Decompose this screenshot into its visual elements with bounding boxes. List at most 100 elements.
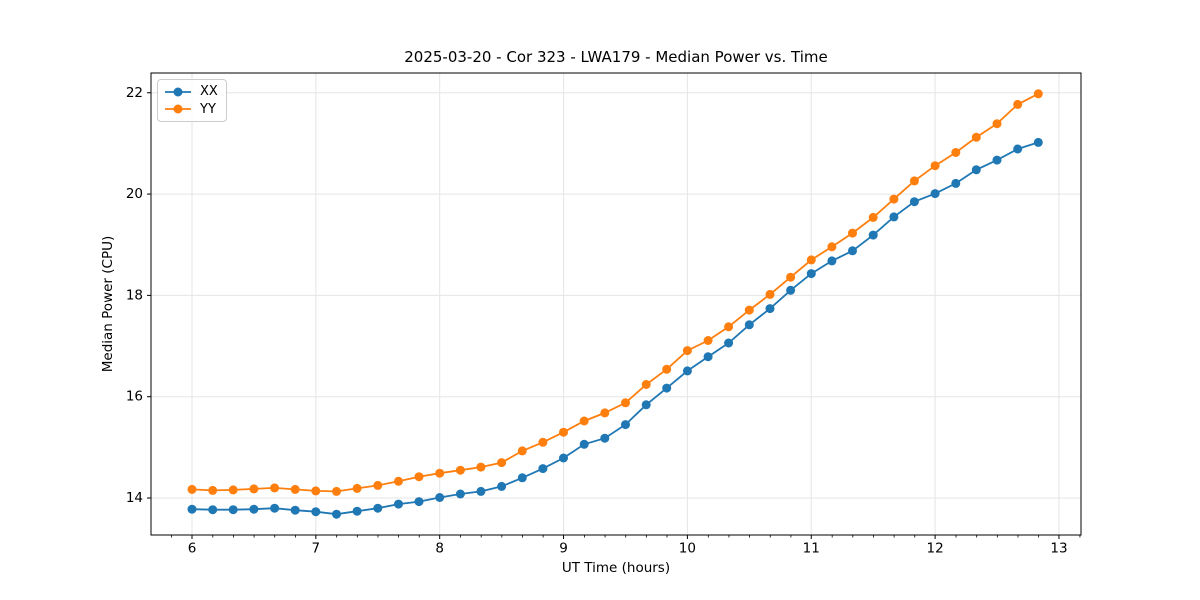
data-point-marker-yy — [621, 398, 630, 408]
data-point-marker-xx — [848, 246, 857, 256]
data-point-marker-xx — [703, 352, 713, 362]
data-point-marker-yy — [394, 476, 403, 486]
data-point-marker-xx — [827, 256, 837, 266]
data-point-marker-xx — [992, 155, 1002, 165]
data-point-marker-xx — [435, 493, 445, 502]
data-point-marker-xx — [621, 420, 630, 430]
data-point-marker-xx — [290, 505, 300, 515]
data-point-marker-yy — [373, 480, 383, 490]
data-point-marker-yy — [455, 465, 465, 475]
data-point-marker-xx — [662, 383, 672, 393]
data-point-marker-xx — [187, 504, 197, 514]
data-point-marker-xx — [930, 189, 940, 199]
data-point-marker-xx — [270, 503, 280, 513]
y-tick-label: 16 — [126, 389, 143, 405]
data-point-marker-xx — [311, 507, 321, 517]
data-point-marker-yy — [187, 484, 197, 494]
data-point-marker-yy — [579, 416, 589, 426]
data-point-marker-xx — [249, 504, 259, 514]
x-tick-label: 7 — [312, 541, 321, 557]
data-point-marker-yy — [476, 462, 486, 472]
data-point-marker-xx — [208, 505, 218, 515]
data-point-marker-xx — [228, 505, 238, 515]
data-point-marker-yy — [600, 408, 610, 418]
y-tick-label: 22 — [126, 85, 143, 101]
data-point-marker-xx — [744, 320, 754, 330]
data-point-marker-xx — [682, 366, 692, 376]
data-point-marker-yy — [311, 486, 321, 496]
legend-item-yy: YY — [164, 101, 220, 117]
legend-label-yy: YY — [200, 101, 216, 117]
data-point-marker-yy — [827, 242, 837, 252]
x-tick-label: 10 — [679, 541, 696, 557]
data-point-marker-yy — [889, 194, 899, 204]
data-point-marker-xx — [394, 499, 403, 509]
data-point-marker-yy — [538, 437, 548, 447]
x-axis-label: UT Time (hours) — [561, 560, 671, 576]
data-point-marker-xx — [724, 338, 734, 348]
data-point-marker-yy — [517, 446, 527, 456]
data-point-marker-yy — [786, 272, 796, 282]
data-point-marker-yy — [724, 322, 734, 332]
series-line-xx — [191, 141, 1039, 516]
data-point-marker-xx — [1033, 137, 1043, 147]
legend-label-xx: XX — [200, 84, 218, 100]
data-point-marker-yy — [765, 289, 775, 299]
y-tick-label: 18 — [126, 287, 143, 303]
data-point-marker-yy — [1013, 99, 1023, 109]
x-tick-label: 13 — [1050, 541, 1067, 557]
data-point-marker-xx — [414, 497, 424, 507]
data-point-marker-yy — [971, 132, 981, 142]
data-point-marker-yy — [806, 255, 816, 265]
plot-frame — [150, 72, 1082, 536]
data-point-marker-yy — [1033, 89, 1043, 99]
data-point-marker-xx — [497, 481, 507, 491]
y-axis-label: Median Power (CPU) — [100, 235, 116, 373]
data-point-marker-xx — [971, 165, 981, 175]
legend-line-xx-icon — [165, 87, 191, 97]
data-point-marker-xx — [538, 464, 548, 474]
data-point-marker-xx — [559, 453, 568, 463]
data-point-marker-yy — [208, 485, 218, 495]
data-point-marker-yy — [951, 148, 961, 157]
data-point-marker-xx — [600, 433, 610, 443]
y-tick-label: 20 — [126, 186, 143, 202]
data-point-marker-xx — [786, 285, 796, 295]
y-tick-label: 14 — [126, 490, 143, 506]
data-point-marker-yy — [868, 212, 878, 222]
chart-title: 2025-03-20 - Cor 323 - LWA179 - Median P… — [404, 48, 828, 66]
data-point-marker-xx — [641, 400, 651, 410]
x-tick-label: 6 — [188, 541, 197, 557]
data-point-marker-xx — [765, 304, 775, 314]
data-point-marker-yy — [682, 346, 692, 356]
data-point-marker-yy — [930, 161, 940, 171]
x-tick-label: 9 — [559, 541, 568, 557]
data-point-marker-xx — [332, 509, 341, 519]
data-point-marker-yy — [414, 472, 424, 482]
data-point-marker-yy — [641, 380, 651, 389]
data-point-marker-xx — [455, 489, 465, 499]
data-point-marker-yy — [228, 485, 238, 495]
x-tick-label: 11 — [803, 541, 820, 557]
data-point-marker-yy — [662, 364, 672, 374]
data-point-marker-xx — [517, 473, 527, 483]
data-point-marker-xx — [889, 212, 899, 222]
legend-item-xx: XX — [164, 84, 220, 100]
data-point-marker-yy — [559, 427, 568, 437]
data-point-marker-xx — [373, 503, 383, 513]
legend-line-yy-icon — [165, 104, 191, 114]
data-point-marker-yy — [435, 468, 445, 478]
data-point-marker-xx — [352, 506, 362, 516]
data-point-marker-yy — [848, 228, 857, 238]
data-point-marker-xx — [868, 230, 878, 240]
data-point-marker-xx — [476, 486, 486, 496]
data-point-marker-yy — [270, 483, 280, 493]
data-point-marker-yy — [249, 484, 259, 494]
x-tick-label: 8 — [435, 541, 444, 557]
data-point-marker-xx — [579, 439, 589, 449]
data-point-marker-xx — [951, 178, 961, 188]
data-point-marker-yy — [332, 486, 341, 496]
data-point-marker-xx — [806, 269, 816, 279]
